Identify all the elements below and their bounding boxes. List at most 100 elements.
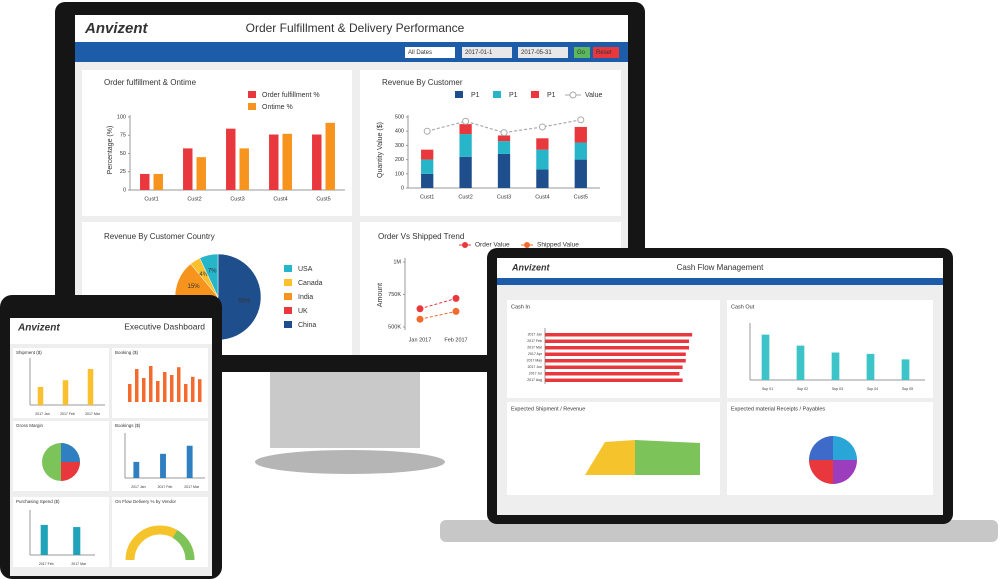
x-tick-label: Sup 05	[902, 387, 913, 391]
legend-label: Value	[585, 92, 602, 99]
bar	[87, 369, 94, 405]
x-tick-label: Cust2	[187, 196, 201, 202]
filter-text: All Dates	[408, 50, 432, 56]
bar	[186, 445, 193, 478]
filter-text: Go	[577, 50, 586, 56]
legend-label: USA	[298, 266, 313, 273]
legend-swatch	[531, 91, 539, 98]
bar-decor	[128, 384, 132, 402]
filter-control[interactable]	[574, 47, 590, 58]
bar	[312, 134, 322, 190]
bar	[866, 353, 875, 380]
legend-swatch	[284, 265, 292, 272]
bar-decor	[191, 376, 195, 402]
legend-swatch	[493, 91, 501, 98]
x-tick-label: Cust1	[144, 196, 158, 202]
bar	[545, 359, 686, 363]
x-tick-label: Cust5	[574, 194, 588, 200]
filter-control[interactable]	[405, 47, 455, 58]
bar	[545, 333, 693, 337]
point	[423, 127, 431, 135]
legend-label: Order Value	[475, 242, 510, 249]
data-label: 7%	[208, 269, 217, 275]
panel-title: Revenue By Customer	[382, 78, 463, 87]
bar	[153, 173, 163, 190]
x-tick-label: Sup 02	[797, 387, 808, 391]
page-title: Cash Flow Management	[677, 263, 764, 272]
bar	[574, 159, 587, 188]
y-tick-label: 750K	[388, 292, 401, 298]
point	[416, 315, 424, 323]
pie-decor	[809, 436, 857, 484]
x-tick-label: Cust1	[420, 194, 434, 200]
tablet-header	[10, 318, 212, 344]
y-tick-label: 2017 Aug	[527, 378, 542, 382]
legend-label: India	[298, 294, 313, 301]
bar-decor	[198, 379, 202, 402]
y-tick-label: 400	[395, 129, 404, 135]
legend-swatch	[462, 242, 468, 248]
page-title: Executive Dashboard	[124, 321, 205, 331]
bar	[545, 339, 689, 343]
filter-control[interactable]	[518, 47, 568, 58]
bar	[226, 128, 236, 190]
laptop-base	[440, 520, 998, 542]
x-tick-label: 2017 Mar	[184, 485, 200, 489]
data-label: 15%	[188, 284, 201, 290]
point	[577, 116, 585, 124]
bar	[269, 134, 279, 190]
panel-title: Booking ($)	[115, 350, 139, 355]
bar	[133, 461, 140, 478]
y-tick-label: 1M	[393, 259, 401, 265]
gauge-decor	[172, 530, 195, 561]
filter-control[interactable]	[462, 47, 512, 58]
x-tick-label: Cust4	[535, 194, 549, 200]
y-tick-label: 0	[123, 187, 126, 193]
panel-title: Shipment ($)	[16, 350, 42, 355]
bar	[536, 149, 549, 170]
panel-title: Cash Out	[731, 304, 755, 310]
point	[538, 123, 546, 131]
legend-swatch	[284, 293, 292, 300]
y-tick-label: 2017 Jul	[529, 371, 542, 375]
bar-decor	[149, 366, 153, 402]
filter-text: 2017-05-31	[521, 50, 552, 56]
bar	[497, 135, 511, 142]
panel-title: Bookings ($)	[115, 423, 141, 428]
legend-swatch	[284, 279, 292, 286]
x-tick-label: Jan 2017	[409, 337, 432, 343]
filter-control[interactable]	[593, 47, 619, 58]
y-tick-label: 0	[401, 185, 404, 191]
y-tick-label: 2017 Feb	[527, 339, 542, 343]
panel-title: Expected Shipment / Revenue	[511, 406, 585, 412]
y-tick-label: 500K	[388, 324, 401, 330]
y-tick-label: 500	[395, 114, 404, 120]
axis-label: Quantity Value ($)	[377, 122, 384, 178]
axis-label: Percentage (%)	[107, 126, 114, 175]
x-tick-label: 2017 Jan	[35, 412, 49, 416]
area-decor	[585, 440, 635, 475]
y-tick-label: 200	[395, 157, 404, 163]
bar	[140, 173, 150, 190]
laptop-header	[497, 258, 943, 278]
bar	[282, 133, 292, 190]
monitor-content: Anvizent Order Fulfillment & Delivery Per…	[84, 20, 619, 343]
legend-label: Order fulfillment %	[262, 92, 320, 99]
y-tick-label: 2017 Jan	[528, 332, 542, 336]
x-tick-label: 2017 Jan	[131, 485, 145, 489]
bar	[536, 169, 549, 188]
legend-swatch	[524, 242, 530, 248]
bar	[497, 141, 511, 154]
panel	[82, 70, 352, 216]
y-tick-label: 100	[395, 171, 404, 177]
x-tick-label: Feb 2017	[444, 337, 467, 343]
x-tick-label: Cust5	[316, 196, 330, 202]
line	[419, 310, 457, 320]
x-tick-label: Sup 03	[832, 387, 843, 391]
y-tick-label: 100	[117, 114, 126, 120]
bar	[545, 346, 689, 350]
laptop-content: Anvizent Cash Flow Management Cash In Cash …	[511, 262, 925, 412]
bar	[421, 173, 434, 188]
panel-title: Purchasing Spend ($)	[16, 499, 60, 504]
